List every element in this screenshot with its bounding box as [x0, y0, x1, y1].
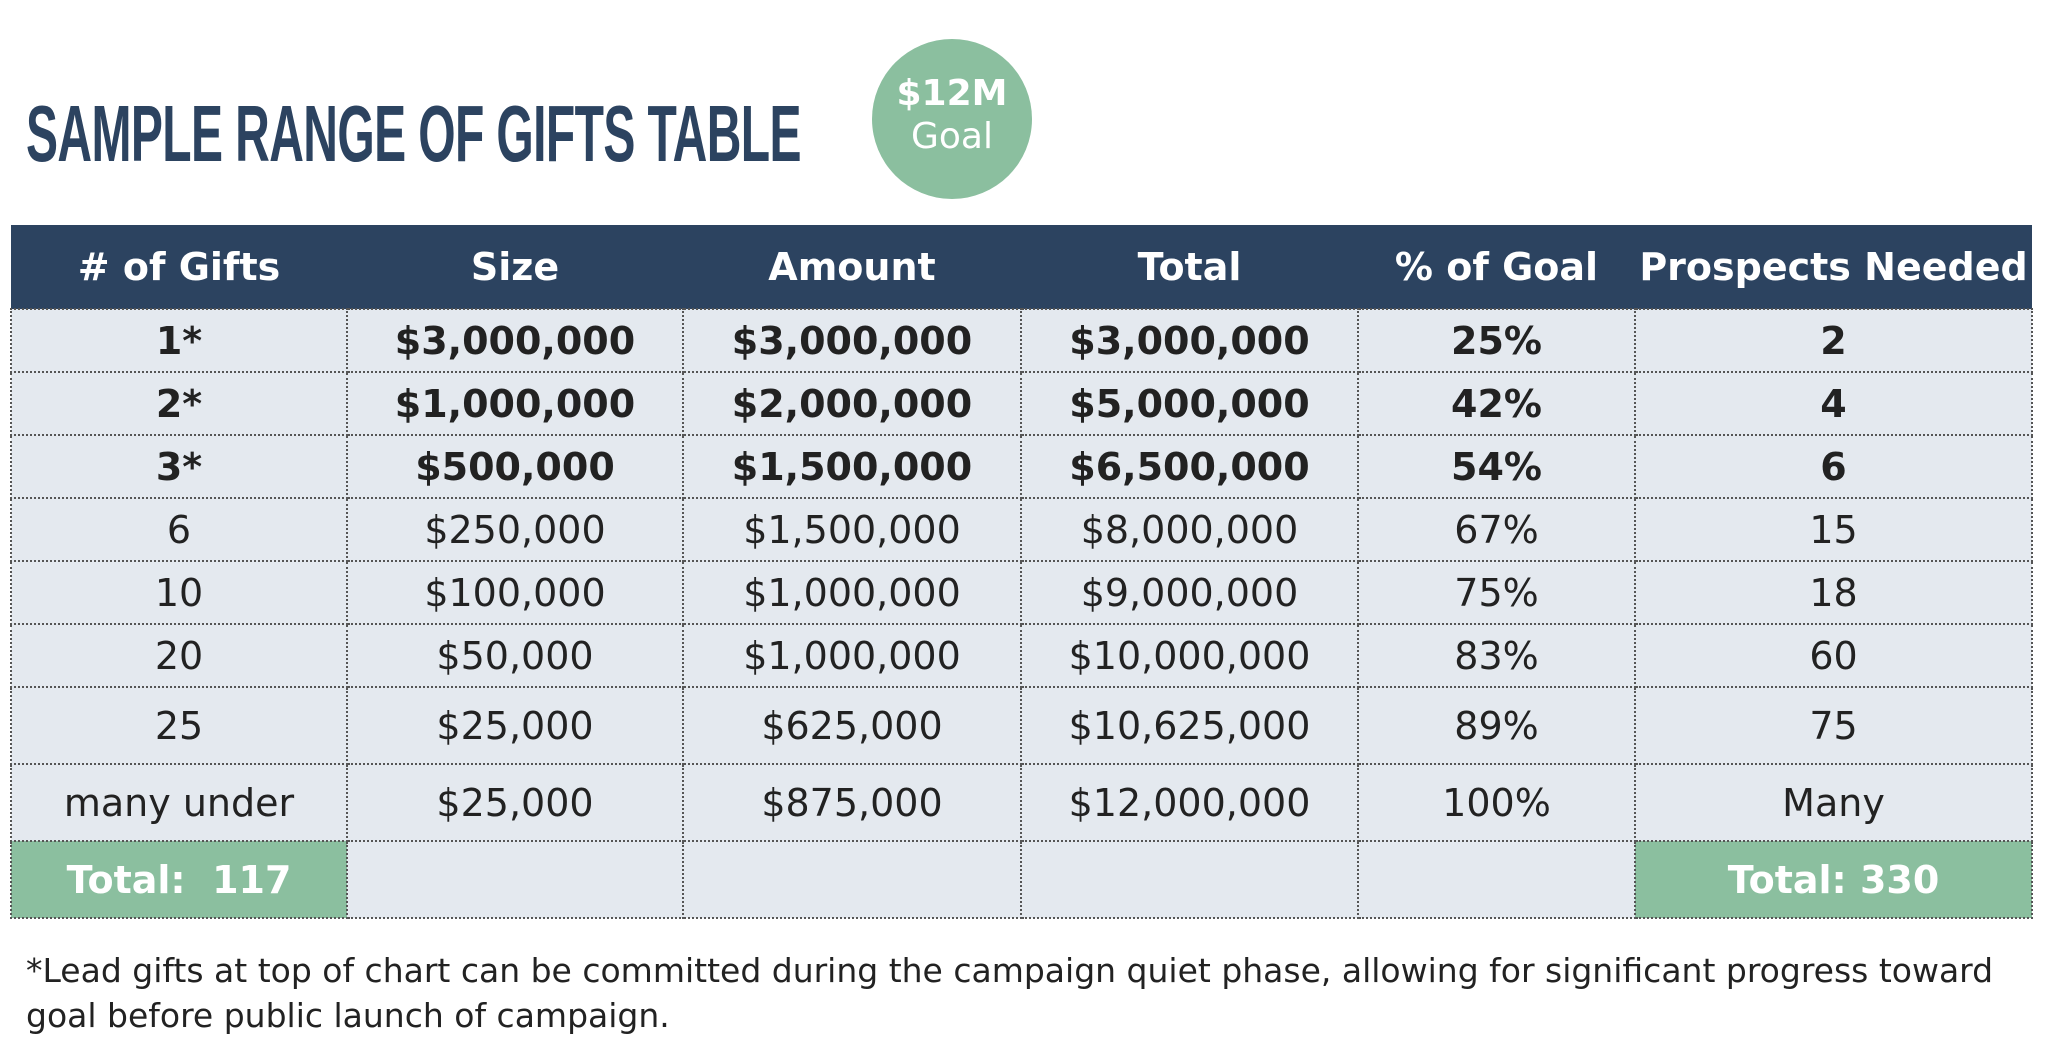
table-cell: Many: [1634, 763, 2033, 842]
table-cell: 75%: [1357, 560, 1636, 625]
table-cell: 15: [1634, 497, 2033, 562]
table-cell: $100,000: [346, 560, 684, 625]
table-cell: 89%: [1357, 686, 1636, 765]
column-header: Amount: [683, 225, 1021, 309]
gifts-table: # of Gifts Size Amount Total% of Goal Prospe…: [10, 225, 2033, 919]
table-cell: $8,000,000: [1020, 497, 1359, 562]
empty-cell: [1020, 840, 1359, 919]
table-cell: 25%: [1357, 308, 1636, 373]
table-cell: $1,500,000: [682, 434, 1022, 499]
table-cell: $1,000,000: [682, 560, 1022, 625]
table-cell: $10,000,000: [1020, 623, 1359, 688]
table-cell: $50,000: [346, 623, 684, 688]
table-row: 10 $100,000 $1,000,000 $9,000,000 75% 18: [10, 560, 2033, 625]
table-cell: $3,000,000: [1020, 308, 1359, 373]
table-cell: $3,000,000: [346, 308, 684, 373]
table-cell: 42%: [1357, 371, 1636, 436]
table-row: 25 $25,000 $625,000 $10,625,000 89% 75: [10, 686, 2033, 765]
column-header: Size: [347, 225, 683, 309]
table-cell: $1,000,000: [682, 623, 1022, 688]
table-cell: 1*: [10, 308, 348, 373]
title: SAMPLE RANGE OF GIFTS TABLE: [26, 89, 802, 178]
table-cell: 100%: [1357, 763, 1636, 842]
column-header: Prospects Needed: [1635, 225, 2032, 309]
table-row: 6 $250,000 $1,500,000 $8,000,000 67% 15: [10, 497, 2033, 562]
table-cell: $2,000,000: [682, 371, 1022, 436]
table-cell: 67%: [1357, 497, 1636, 562]
table-cell: 6: [10, 497, 348, 562]
table-cell: $3,000,000: [682, 308, 1022, 373]
table-row: 3* $500,000 $1,500,000 $6,500,000 54% 6: [10, 434, 2033, 499]
column-header: Total: [1021, 225, 1358, 309]
table-cell: many under: [10, 763, 348, 842]
table-cell: $1,000,000: [346, 371, 684, 436]
table-row: 2* $1,000,000 $2,000,000 $5,000,000 42% 4: [10, 371, 2033, 436]
table-cell: $25,000: [346, 686, 684, 765]
table-row: many under $25,000 $875,000 $12,000,000 100%…: [10, 763, 2033, 842]
table-cell: 83%: [1357, 623, 1636, 688]
header-row: # of Gifts Size Amount Total% of Goal Prospe…: [11, 225, 2032, 309]
column-header: # of Gifts: [11, 225, 347, 309]
table-cell: 2: [1634, 308, 2033, 373]
totals-row: Total: 117 Total: 330: [10, 840, 2033, 919]
total-prospects: Total: 330: [1634, 840, 2033, 919]
badge-label: Goal: [911, 116, 993, 157]
table-cell: 54%: [1357, 434, 1636, 499]
column-header: % of Goal: [1358, 225, 1635, 309]
table-cell: $9,000,000: [1020, 560, 1359, 625]
goal-badge: $12M Goal: [872, 39, 1032, 199]
total-gifts: Total: 117: [10, 840, 348, 919]
table-cell: 3*: [10, 434, 348, 499]
empty-cell: [1357, 840, 1636, 919]
table-cell: 6: [1634, 434, 2033, 499]
table-cell: $5,000,000: [1020, 371, 1359, 436]
empty-cell: [682, 840, 1022, 919]
table-cell: $875,000: [682, 763, 1022, 842]
table-cell: $10,625,000: [1020, 686, 1359, 765]
table-cell: 10: [10, 560, 348, 625]
table-cell: 18: [1634, 560, 2033, 625]
badge-amount: $12M: [896, 73, 1008, 114]
table-cell: $25,000: [346, 763, 684, 842]
table-cell: $500,000: [346, 434, 684, 499]
table-row: 1* $3,000,000 $3,000,000 $3,000,000 25% 2: [10, 308, 2033, 373]
table-cell: $12,000,000: [1020, 763, 1359, 842]
table-row: 20 $50,000 $1,000,000 $10,000,000 83% 60: [10, 623, 2033, 688]
table-cell: 4: [1634, 371, 2033, 436]
table-cell: 20: [10, 623, 348, 688]
table-cell: 75: [1634, 686, 2033, 765]
table-cell: 2*: [10, 371, 348, 436]
table-cell: 25: [10, 686, 348, 765]
table-cell: $6,500,000: [1020, 434, 1359, 499]
table-cell: $625,000: [682, 686, 1022, 765]
empty-cell: [346, 840, 684, 919]
footnote: *Lead gifts at top of chart can be commi…: [26, 951, 1994, 1035]
table-cell: $1,500,000: [682, 497, 1022, 562]
table-cell: 60: [1634, 623, 2033, 688]
table-cell: $250,000: [346, 497, 684, 562]
